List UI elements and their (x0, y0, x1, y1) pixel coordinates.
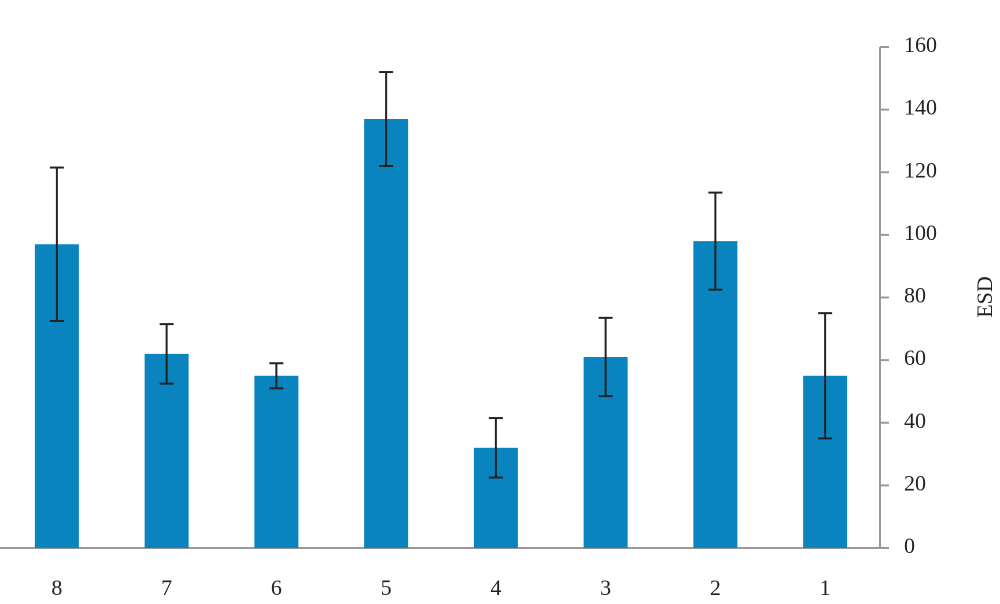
y-tick-label: 100 (904, 220, 937, 245)
x-tick-label: 1 (820, 575, 831, 600)
y-tick-label: 20 (904, 470, 926, 495)
bar (364, 119, 409, 549)
x-tick-label: 2 (710, 575, 721, 600)
x-tick-label: 5 (381, 575, 392, 600)
y-tick-label: 80 (904, 283, 926, 308)
y-tick-label: 40 (904, 408, 926, 433)
bar (254, 375, 299, 548)
y-axis-label: ESD (972, 276, 997, 318)
y-tick-label: 60 (904, 345, 926, 370)
y-tick-label: 140 (904, 95, 937, 120)
x-tick-label: 6 (271, 575, 282, 600)
bar (144, 353, 189, 548)
x-tick-label: 4 (490, 575, 501, 600)
x-tick-label: 8 (51, 575, 62, 600)
y-tick-label: 0 (904, 533, 915, 558)
y-tick-label: 120 (904, 157, 937, 182)
x-tick-label: 3 (600, 575, 611, 600)
x-tick-label: 7 (161, 575, 172, 600)
y-tick-label: 160 (904, 32, 937, 57)
bar (693, 241, 738, 548)
